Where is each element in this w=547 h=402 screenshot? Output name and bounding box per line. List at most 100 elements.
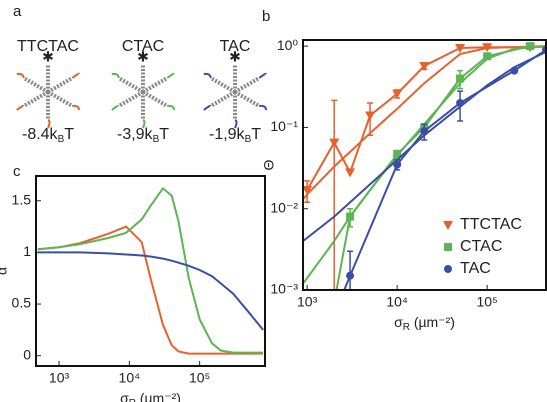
text-part: T xyxy=(159,126,169,143)
text-part: σ xyxy=(120,390,129,402)
panel-label: a xyxy=(13,3,22,20)
y-tick-label: 0.5 xyxy=(12,295,32,311)
binding-energy: -1,9kBT xyxy=(209,126,261,144)
marker xyxy=(346,212,355,221)
y-tick-label: 0 xyxy=(23,346,31,362)
tag: ✱ xyxy=(137,49,149,65)
arm-end xyxy=(203,72,212,79)
data-line xyxy=(306,46,531,191)
data-line xyxy=(37,225,264,355)
arm-end xyxy=(111,104,120,111)
fit-curve xyxy=(303,50,546,242)
marker xyxy=(420,127,429,136)
arm xyxy=(234,90,261,108)
marker xyxy=(456,74,465,83)
marker xyxy=(455,43,466,53)
arm xyxy=(117,76,145,94)
legend-marker xyxy=(443,221,453,230)
construct-name: TAC xyxy=(220,38,251,55)
arm xyxy=(22,76,50,94)
arm xyxy=(46,90,74,108)
arm-end xyxy=(16,104,25,111)
x-tick-label: 10³ xyxy=(49,370,70,386)
arm-end xyxy=(234,119,238,129)
axes-frame xyxy=(302,39,547,291)
construct-name: CTAC xyxy=(122,38,164,55)
arm xyxy=(46,76,74,94)
legend-label: TAC xyxy=(460,260,491,277)
marker xyxy=(330,299,338,307)
plot-area xyxy=(37,186,264,355)
marker xyxy=(510,66,519,75)
binding-energy: -8.4kBT xyxy=(22,126,74,144)
error-bar xyxy=(331,99,338,290)
y-axis-label: Θ xyxy=(261,159,277,170)
subscript: B xyxy=(245,134,252,145)
panel-label: b xyxy=(262,8,270,25)
arm xyxy=(117,90,145,108)
subscript: R xyxy=(129,398,136,402)
y-tick-label: 10⁻³ xyxy=(270,281,298,297)
y-tick-label: 10⁰ xyxy=(277,37,299,53)
text-part: -1,9k xyxy=(209,126,246,143)
arm-end xyxy=(142,119,146,129)
tag: ✱ xyxy=(42,49,54,65)
fit-curve xyxy=(303,45,546,201)
legend-marker xyxy=(444,265,452,273)
arm-end xyxy=(16,72,25,79)
text-part: T xyxy=(64,126,74,143)
marker xyxy=(329,138,340,148)
marker xyxy=(365,111,376,121)
arm xyxy=(142,76,169,94)
x-axis-label: σR (µm⁻²) xyxy=(120,390,181,402)
arm xyxy=(142,90,169,108)
marker xyxy=(526,42,535,51)
axes-frame xyxy=(35,175,266,367)
marker xyxy=(419,61,430,71)
data-line xyxy=(343,49,546,290)
marker xyxy=(346,271,355,280)
marker xyxy=(392,89,403,99)
arm-end xyxy=(203,104,212,111)
arm xyxy=(234,76,261,94)
marker xyxy=(330,310,338,318)
x-tick-label: 10⁴ xyxy=(119,370,141,386)
marker xyxy=(303,185,313,195)
arm-end xyxy=(259,104,268,111)
x-tick-label: 10⁵ xyxy=(476,294,497,310)
marker xyxy=(456,98,465,107)
arm-end xyxy=(72,104,81,111)
arm-end xyxy=(167,104,176,111)
text-part: -8.4k xyxy=(22,126,59,143)
marker xyxy=(393,160,402,169)
marker xyxy=(482,43,493,53)
construct-drawing: ✱ xyxy=(111,49,176,129)
construct-drawing: ✱ xyxy=(203,49,268,129)
panel-label: c xyxy=(13,163,21,180)
marker xyxy=(393,150,402,159)
subscript: B xyxy=(58,134,65,145)
text-part: (µm⁻²) xyxy=(410,314,455,330)
arm-end xyxy=(111,72,120,79)
legend-label: CTAC xyxy=(460,238,502,255)
data-line xyxy=(37,251,264,331)
y-axis-label: α xyxy=(0,267,10,275)
x-tick-label: 10⁴ xyxy=(386,294,408,310)
y-tick-label: 1 xyxy=(23,243,31,259)
binding-energy: -3,9kBT xyxy=(117,126,169,144)
arm xyxy=(22,90,50,108)
legend-label: TTCTAC xyxy=(460,216,522,233)
data-line xyxy=(335,45,531,290)
marker xyxy=(483,52,492,61)
tag: ✱ xyxy=(229,49,241,65)
construct-drawing: ✱ xyxy=(16,49,81,129)
marker xyxy=(345,168,356,178)
data-line xyxy=(37,186,264,354)
y-tick-label: 10⁻¹ xyxy=(270,118,298,134)
text-part: T xyxy=(251,126,261,143)
arm-end xyxy=(71,72,81,79)
arm xyxy=(209,76,236,94)
x-tick-label: 10⁵ xyxy=(189,370,210,386)
text-part: σ xyxy=(394,314,403,330)
